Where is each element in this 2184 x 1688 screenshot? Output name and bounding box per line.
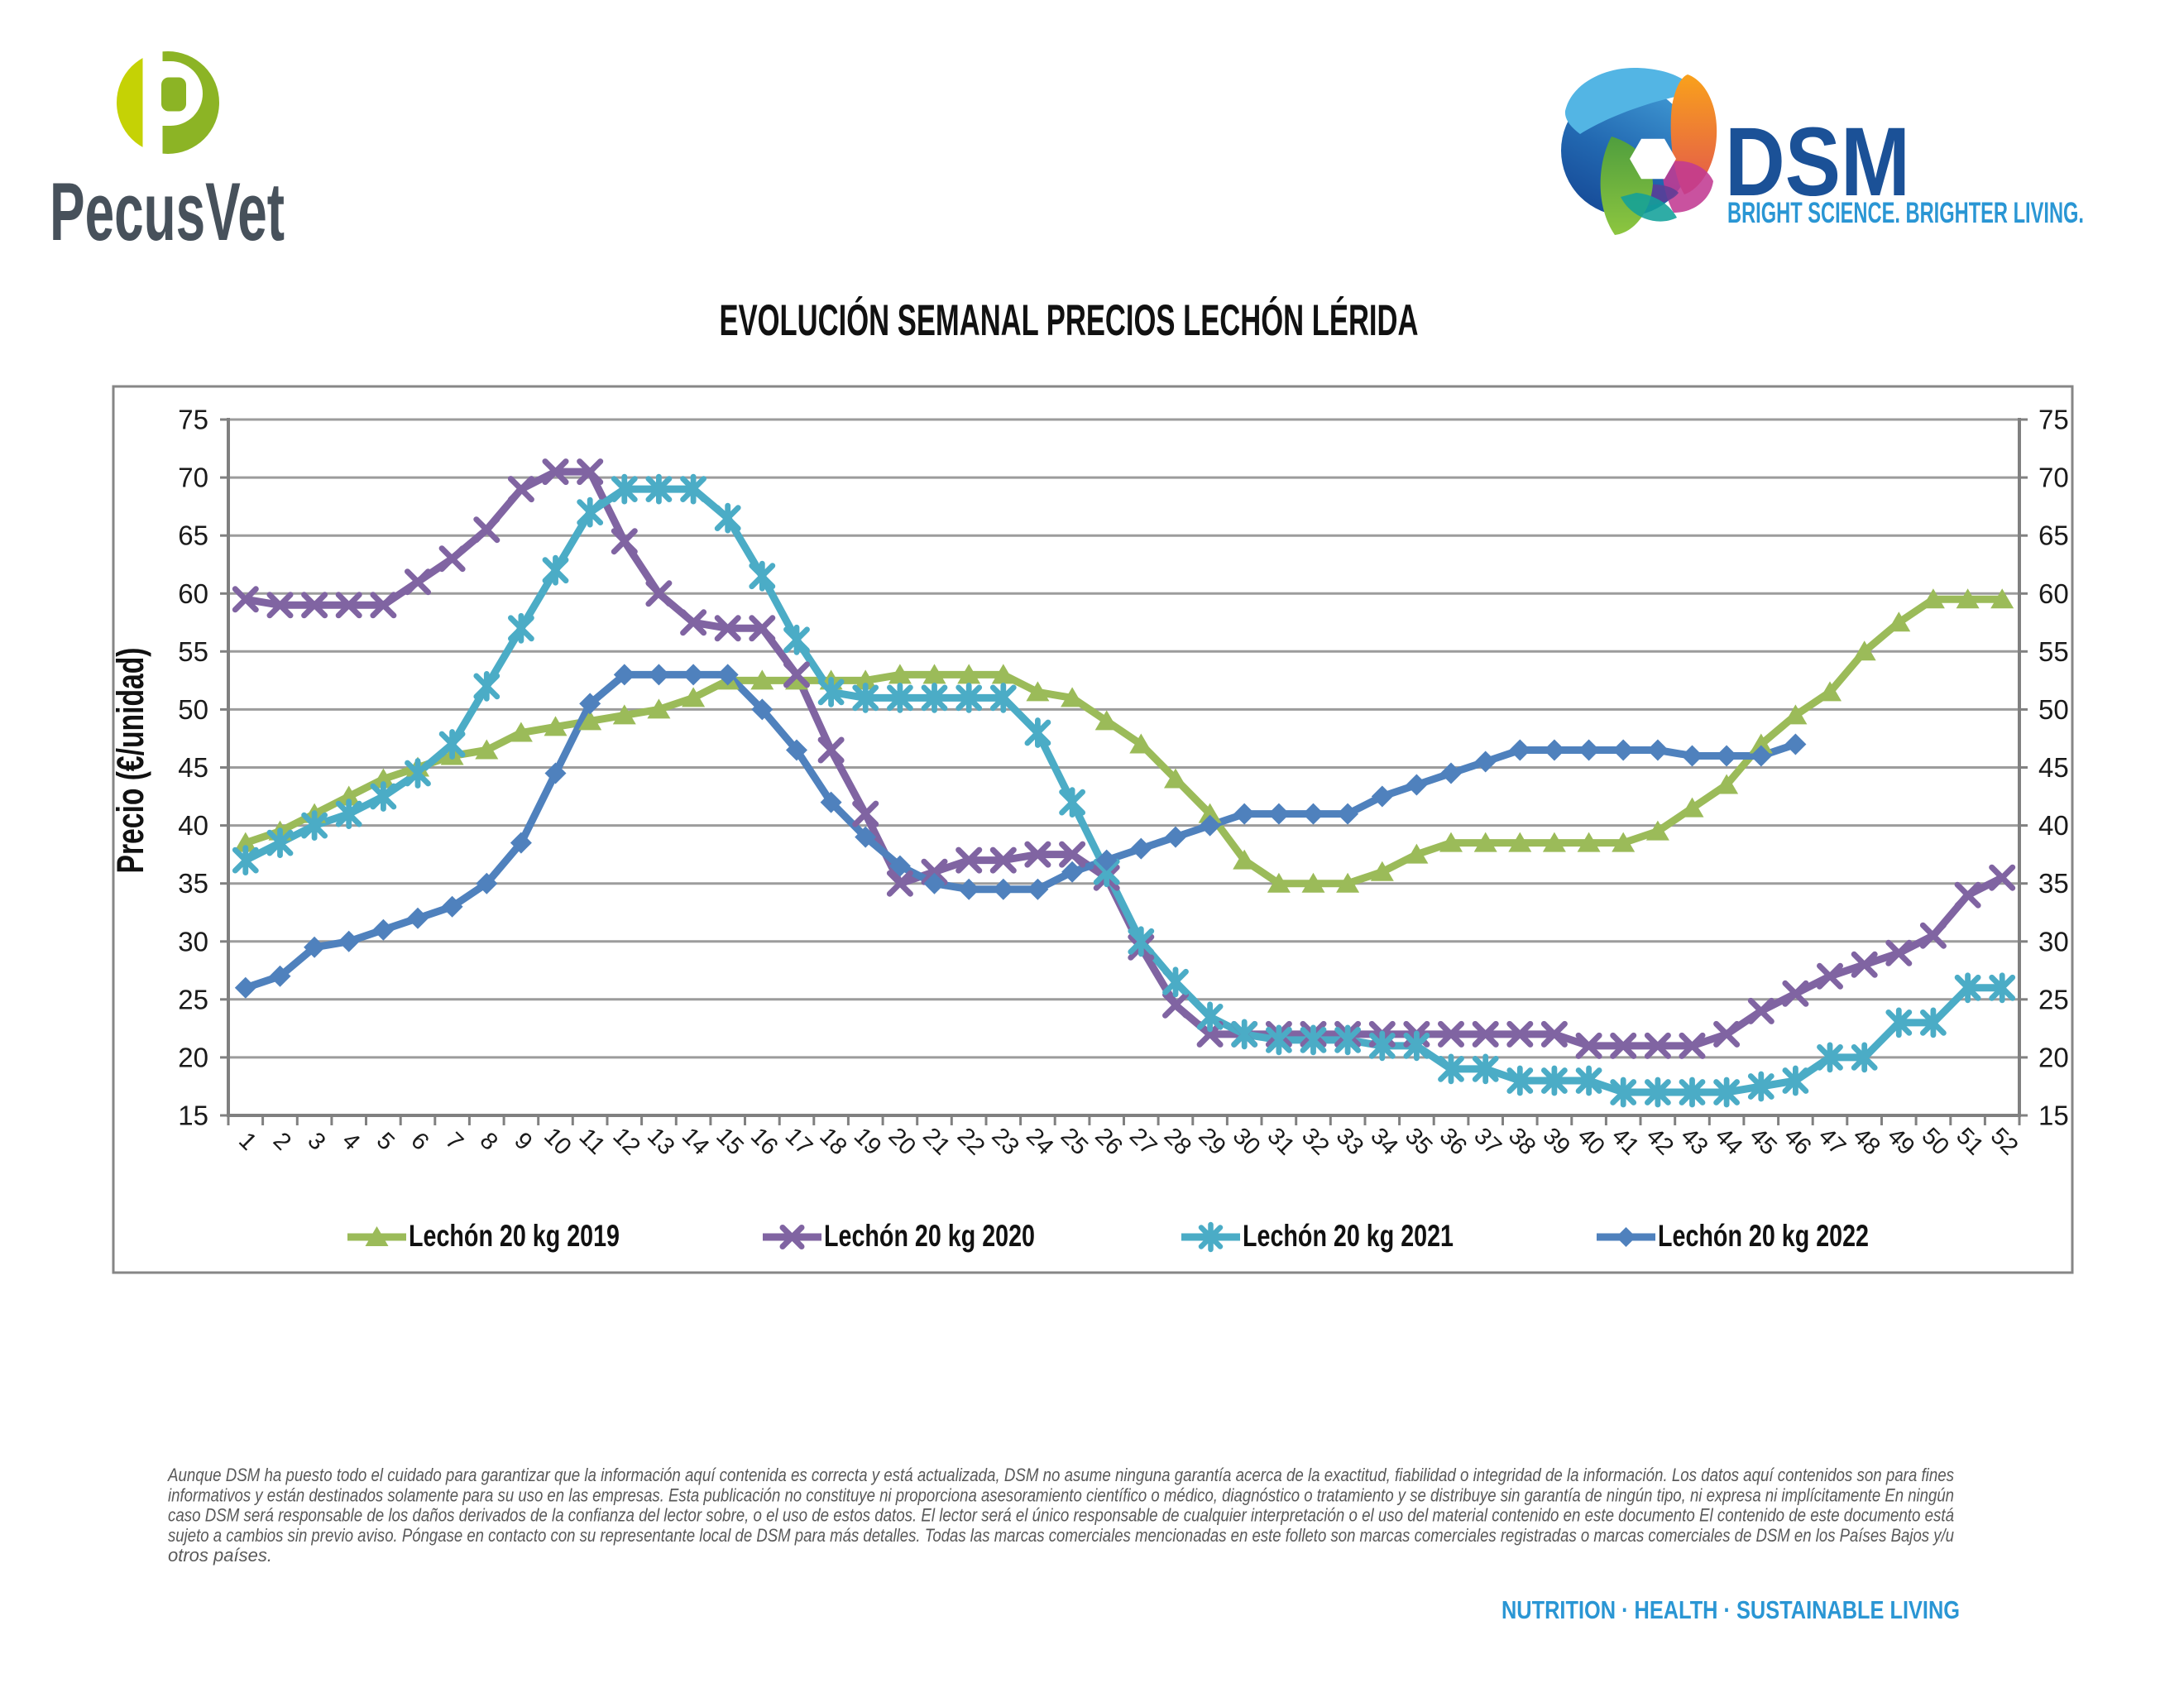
svg-text:75: 75 [2038, 405, 2069, 435]
svg-text:75: 75 [178, 405, 208, 435]
svg-text:55: 55 [2038, 636, 2069, 667]
svg-text:30: 30 [2038, 926, 2069, 957]
svg-text:45: 45 [178, 752, 208, 783]
svg-text:35: 35 [178, 868, 208, 899]
svg-text:60: 60 [2038, 578, 2069, 609]
svg-text:55: 55 [178, 636, 208, 667]
svg-text:BRIGHT SCIENCE. BRIGHTER LIVIN: BRIGHT SCIENCE. BRIGHTER LIVING. [1727, 197, 2084, 229]
svg-text:20: 20 [2038, 1042, 2069, 1072]
svg-text:60: 60 [178, 578, 208, 609]
svg-text:65: 65 [178, 520, 208, 551]
svg-text:EVOLUCIÓN SEMANAL PRECIOS LECH: EVOLUCIÓN SEMANAL PRECIOS LECHÓN LÉRIDA [720, 295, 1419, 345]
svg-text:informativos y están destinado: informativos y están destinados solament… [168, 1484, 1954, 1505]
svg-text:NUTRITION · HEALTH · SUSTAINAB: NUTRITION · HEALTH · SUSTAINABLE LIVING [1502, 1595, 1960, 1624]
svg-text:Lechón 20 kg 2021: Lechón 20 kg 2021 [1243, 1219, 1454, 1253]
svg-text:Lechón 20 kg 2020: Lechón 20 kg 2020 [824, 1219, 1035, 1253]
svg-text:15: 15 [178, 1101, 208, 1131]
svg-text:Precio (€/unidad): Precio (€/unidad) [109, 648, 151, 874]
svg-text:40: 40 [2038, 810, 2069, 841]
svg-text:caso DSM será responsable de l: caso DSM será responsable de los daños d… [168, 1505, 1954, 1526]
svg-text:65: 65 [2038, 520, 2069, 551]
svg-text:DSM: DSM [1725, 108, 1910, 217]
svg-text:25: 25 [178, 984, 208, 1014]
svg-text:otros países.: otros países. [168, 1545, 272, 1566]
svg-text:15: 15 [2038, 1101, 2069, 1131]
svg-text:Lechón 20 kg 2019: Lechón 20 kg 2019 [409, 1219, 620, 1253]
svg-text:PecusVet: PecusVet [50, 165, 285, 257]
svg-text:35: 35 [2038, 868, 2069, 899]
svg-text:sujeto a cambios sin previo av: sujeto a cambios sin previo aviso. Pónga… [168, 1525, 1954, 1546]
svg-text:40: 40 [178, 810, 208, 841]
svg-text:Lechón 20 kg 2022: Lechón 20 kg 2022 [1658, 1219, 1869, 1253]
svg-text:30: 30 [178, 926, 208, 957]
svg-text:20: 20 [178, 1042, 208, 1072]
svg-text:50: 50 [178, 694, 208, 725]
svg-text:45: 45 [2038, 752, 2069, 783]
svg-text:70: 70 [2038, 463, 2069, 493]
svg-text:70: 70 [178, 463, 208, 493]
svg-text:Aunque DSM ha puesto todo el c: Aunque DSM ha puesto todo el cuidado par… [166, 1465, 1954, 1485]
svg-text:25: 25 [2038, 984, 2069, 1014]
svg-text:50: 50 [2038, 694, 2069, 725]
